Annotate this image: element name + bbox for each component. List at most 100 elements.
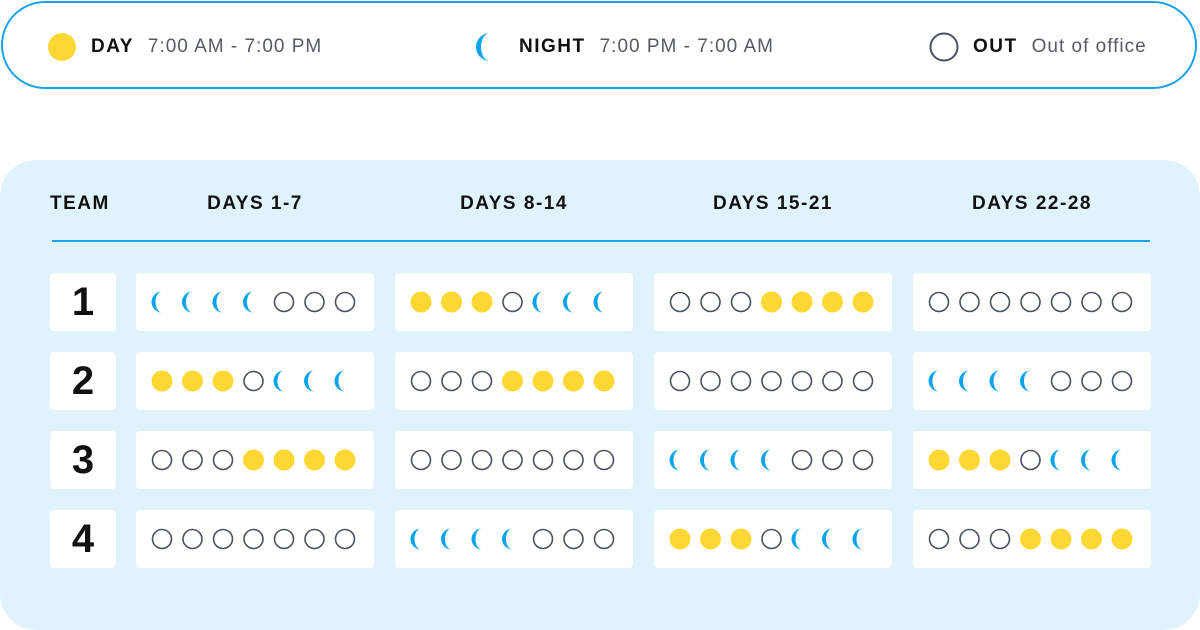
- out-of-office-icon: [502, 291, 523, 313]
- schedule-cell: [654, 510, 892, 568]
- header-divider: [52, 240, 1150, 242]
- out-of-office-icon: [730, 370, 752, 392]
- out-of-office-icon: [822, 370, 843, 392]
- out-of-office-icon: [212, 449, 234, 471]
- night-shift-icon: [989, 370, 1000, 392]
- day-shift-icon: [989, 449, 1011, 471]
- out-of-office-icon: [1081, 370, 1102, 392]
- day-shift-icon: [593, 370, 615, 392]
- night-shift-icon: [821, 528, 833, 550]
- day-shift-icon: [928, 449, 950, 471]
- out-of-office-icon: [441, 370, 462, 392]
- out-of-office-icon: [304, 291, 325, 313]
- out-of-office-icon: [669, 291, 691, 313]
- night-shift-icon: [151, 291, 162, 313]
- out-of-office-icon: [1111, 291, 1133, 313]
- day-shift-icon: [151, 370, 173, 392]
- schedule-cell: [654, 431, 892, 489]
- day-shift-icon: [1081, 528, 1102, 550]
- schedule-cell: [913, 431, 1151, 489]
- out-of-office-icon: [1020, 449, 1041, 471]
- empty-circle-icon: [929, 32, 959, 62]
- header-team: TEAM: [50, 193, 110, 214]
- header-period-1: DAYS 1-7: [207, 193, 303, 214]
- day-shift-icon: [822, 291, 843, 313]
- header-period-2: DAYS 8-14: [460, 193, 568, 214]
- day-shift-icon: [1050, 528, 1072, 550]
- out-of-office-icon: [1020, 291, 1041, 313]
- day-shift-icon: [761, 291, 782, 313]
- night-shift-icon: [730, 449, 741, 471]
- team-label-4: 4: [50, 510, 116, 568]
- day-shift-icon: [700, 528, 721, 550]
- schedule-cell: [136, 431, 374, 489]
- out-of-office-icon: [273, 528, 295, 550]
- legend-night: NIGHT 7:00 PM - 7:00 AM: [475, 3, 774, 91]
- legend-day-desc: 7:00 AM - 7:00 PM: [147, 36, 323, 57]
- out-of-office-icon: [441, 449, 462, 471]
- night-shift-icon: [181, 291, 193, 313]
- out-of-office-icon: [532, 449, 554, 471]
- day-shift-icon: [273, 449, 295, 471]
- night-shift-icon: [1050, 449, 1061, 471]
- day-shift-icon: [730, 528, 752, 550]
- out-of-office-icon: [563, 449, 584, 471]
- day-shift-icon: [212, 370, 234, 392]
- out-of-office-icon: [410, 449, 432, 471]
- out-of-office-icon: [212, 528, 234, 550]
- out-of-office-icon: [928, 528, 950, 550]
- night-shift-icon: [562, 291, 574, 313]
- night-shift-icon: [760, 449, 772, 471]
- out-of-office-icon: [959, 291, 980, 313]
- night-shift-icon: [334, 370, 345, 392]
- day-shift-icon: [1020, 528, 1041, 550]
- day-shift-icon: [243, 449, 264, 471]
- out-of-office-icon: [471, 449, 493, 471]
- out-of-office-icon: [151, 528, 173, 550]
- schedule-cell: [913, 273, 1151, 331]
- out-of-office-icon: [761, 370, 782, 392]
- day-shift-icon: [441, 291, 462, 313]
- out-of-office-icon: [334, 291, 356, 313]
- night-shift-icon: [501, 528, 513, 550]
- out-of-office-icon: [989, 528, 1011, 550]
- out-of-office-icon: [791, 370, 813, 392]
- schedule-cell: [913, 352, 1151, 410]
- night-shift-icon: [1080, 449, 1092, 471]
- out-of-office-icon: [669, 370, 691, 392]
- out-of-office-icon: [791, 449, 813, 471]
- night-shift-icon: [669, 449, 680, 471]
- out-of-office-icon: [700, 291, 721, 313]
- night-shift-icon: [852, 528, 863, 550]
- night-shift-icon: [1111, 449, 1122, 471]
- team-label-3: 3: [50, 431, 116, 489]
- out-of-office-icon: [151, 449, 173, 471]
- night-shift-icon: [440, 528, 452, 550]
- out-of-office-icon: [1111, 370, 1133, 392]
- day-shift-icon: [669, 528, 691, 550]
- out-of-office-icon: [1081, 291, 1102, 313]
- day-shift-icon: [563, 370, 584, 392]
- out-of-office-icon: [1050, 370, 1072, 392]
- out-of-office-icon: [1050, 291, 1072, 313]
- legend-night-name: NIGHT: [519, 36, 586, 57]
- day-shift-icon: [502, 370, 523, 392]
- schedule-cell: [136, 273, 374, 331]
- night-shift-icon: [471, 528, 482, 550]
- night-shift-icon: [1019, 370, 1031, 392]
- schedule-cell: [136, 510, 374, 568]
- out-of-office-icon: [700, 370, 721, 392]
- day-shift-icon: [471, 291, 493, 313]
- day-shift-icon: [791, 291, 813, 313]
- out-of-office-icon: [304, 528, 325, 550]
- out-of-office-icon: [182, 528, 203, 550]
- schedule-cell: [395, 352, 633, 410]
- schedule-cell: [395, 510, 633, 568]
- schedule-cell: [654, 273, 892, 331]
- sun-dot-icon: [48, 33, 76, 61]
- night-shift-icon: [532, 291, 543, 313]
- night-shift-icon: [593, 291, 604, 313]
- legend-out-desc: Out of office: [1031, 36, 1147, 57]
- legend-day-name: DAY: [91, 36, 134, 57]
- day-shift-icon: [852, 291, 874, 313]
